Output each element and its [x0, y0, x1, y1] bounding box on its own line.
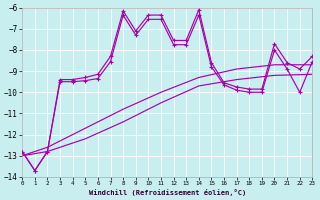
X-axis label: Windchill (Refroidissement éolien,°C): Windchill (Refroidissement éolien,°C)	[89, 189, 246, 196]
